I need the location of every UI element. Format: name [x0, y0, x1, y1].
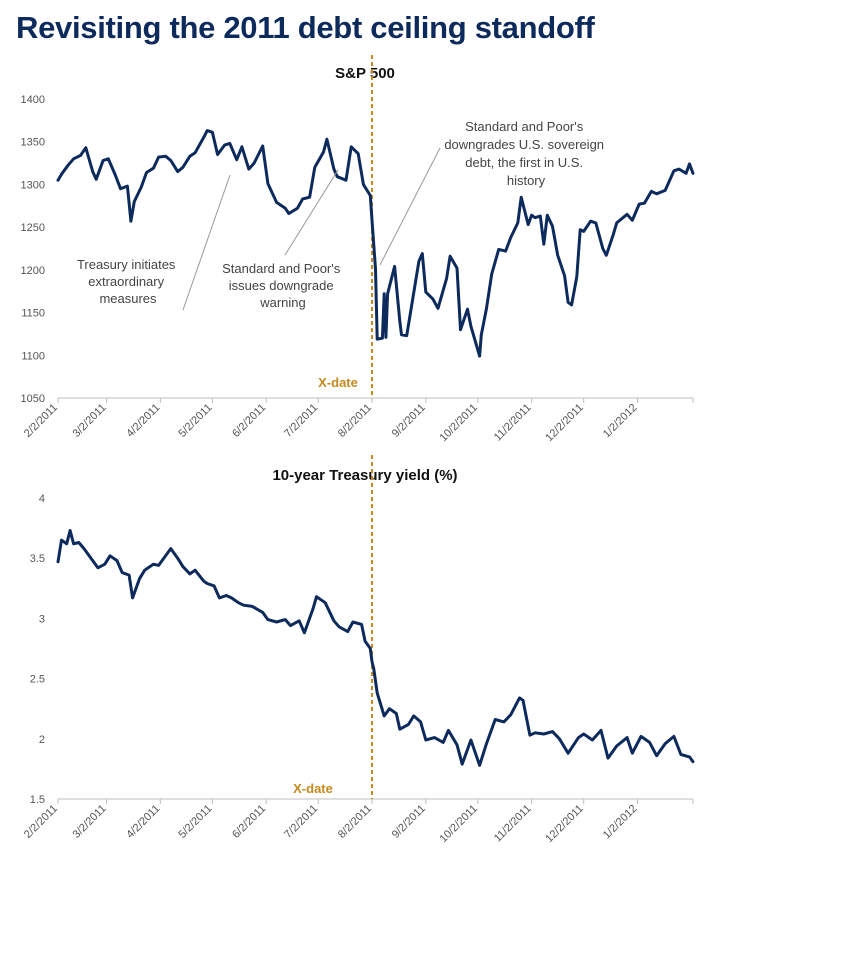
treasury-y-tick-label: 2.5 [30, 674, 45, 686]
treasury-x-tick-label: 10/2/2011 [437, 803, 480, 846]
annotation-leader-1 [182, 174, 231, 311]
sp500-x-tick-label: 4/2/2011 [124, 402, 162, 440]
annotation-leader-2 [284, 169, 339, 256]
sp500-x-tick-label: 6/2/2011 [230, 402, 268, 440]
treasury-x-tick-label: 8/2/2011 [336, 803, 374, 841]
treasury-x-tick-label: 12/2/2011 [543, 803, 586, 846]
sp500-x-tick-label: 2/2/2011 [22, 402, 60, 440]
treasury-xdate-label: X-date [293, 781, 333, 796]
sp500-x-tick-label: 12/2/2011 [543, 402, 586, 445]
sp500-y-tick-label: 1200 [21, 265, 45, 277]
treasury-x-tick-label: 2/2/2011 [22, 803, 60, 841]
annotation-treasury-measures: Treasury initiates extraordinary measure… [77, 257, 179, 306]
sp500-x-tick-label: 3/2/2011 [71, 402, 109, 440]
treasury-y-tick-label: 2 [39, 734, 45, 746]
treasury-y-axis: 4 3.5 3 2.5 2 1.5 [30, 493, 45, 806]
sp500-y-axis: 1400 1350 1300 1250 1200 1150 1100 1050 [21, 94, 45, 405]
sp500-x-tick-label: 1/2/2012 [601, 402, 640, 441]
treasury-y-tick-label: 3.5 [30, 553, 45, 565]
sp500-x-tick-label: 5/2/2011 [176, 402, 214, 440]
treasury-x-tick-label: 7/2/2011 [282, 803, 320, 841]
treasury-y-tick-label: 1.5 [30, 794, 45, 806]
treasury-x-tick-label: 1/2/2012 [601, 803, 640, 842]
treasury-line [56, 529, 695, 767]
sp500-y-tick-label: 1400 [21, 94, 45, 106]
treasury-chart-title: 10-year Treasury yield (%) [272, 467, 457, 484]
sp500-chart: S&P 500 1400 1350 1300 1250 1200 1150 1100 1050… [21, 55, 695, 445]
sp500-chart-title: S&P 500 [335, 65, 395, 82]
sp500-x-tick-label: 7/2/2011 [282, 402, 320, 440]
annotation-downgrade-warning: Standard and Poor's issues downgrade war… [222, 261, 344, 310]
treasury-y-tick-label: 4 [39, 493, 45, 505]
sp500-y-tick-label: 1300 [21, 179, 45, 191]
annotation-sovereign-downgrade: Standard and Poor's downgrades U.S. sove… [444, 119, 607, 188]
sp500-y-tick-label: 1150 [21, 308, 45, 320]
treasury-x-tick-label: 9/2/2011 [390, 803, 428, 841]
sp500-x-tick-label: 8/2/2011 [336, 402, 374, 440]
sp500-x-axis: 2/2/2011 3/2/2011 4/2/2011 5/2/2011 6/2/2011… [22, 397, 694, 445]
treasury-x-axis: 2/2/2011 3/2/2011 4/2/2011 5/2/2011 6/2/2011… [22, 798, 694, 846]
treasury-x-tick-label: 5/2/2011 [176, 803, 214, 841]
treasury-x-tick-label: 3/2/2011 [71, 803, 109, 841]
sp500-x-tick-label: 10/2/2011 [437, 402, 480, 445]
sp500-line [56, 129, 695, 358]
sp500-y-tick-label: 1350 [21, 137, 45, 149]
sp500-y-tick-label: 1050 [21, 393, 45, 405]
page-title: Revisiting the 2011 debt ceiling standof… [16, 10, 595, 45]
treasury-y-tick-label: 3 [39, 613, 45, 625]
treasury-x-tick-label: 6/2/2011 [230, 803, 268, 841]
treasury-x-tick-label: 11/2/2011 [492, 803, 534, 845]
treasury-yield-chart: 10-year Treasury yield (%) 43.532.521.5 … [22, 455, 695, 846]
annotation-leader-3 [379, 147, 441, 266]
sp500-xdate-label: X-date [318, 375, 358, 390]
treasury-x-tick-label: 4/2/2011 [124, 803, 162, 841]
sp500-x-tick-label: 9/2/2011 [390, 402, 428, 440]
sp500-y-tick-label: 1100 [21, 350, 45, 362]
sp500-x-tick-label: 11/2/2011 [492, 402, 534, 444]
sp500-y-tick-label: 1250 [21, 222, 45, 234]
